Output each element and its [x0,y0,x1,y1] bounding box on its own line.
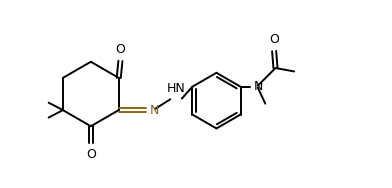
Text: O: O [86,148,96,161]
Text: N: N [254,80,263,93]
Text: O: O [269,33,279,46]
Text: HN: HN [167,82,186,95]
Text: N: N [149,104,159,117]
Text: O: O [116,43,125,56]
